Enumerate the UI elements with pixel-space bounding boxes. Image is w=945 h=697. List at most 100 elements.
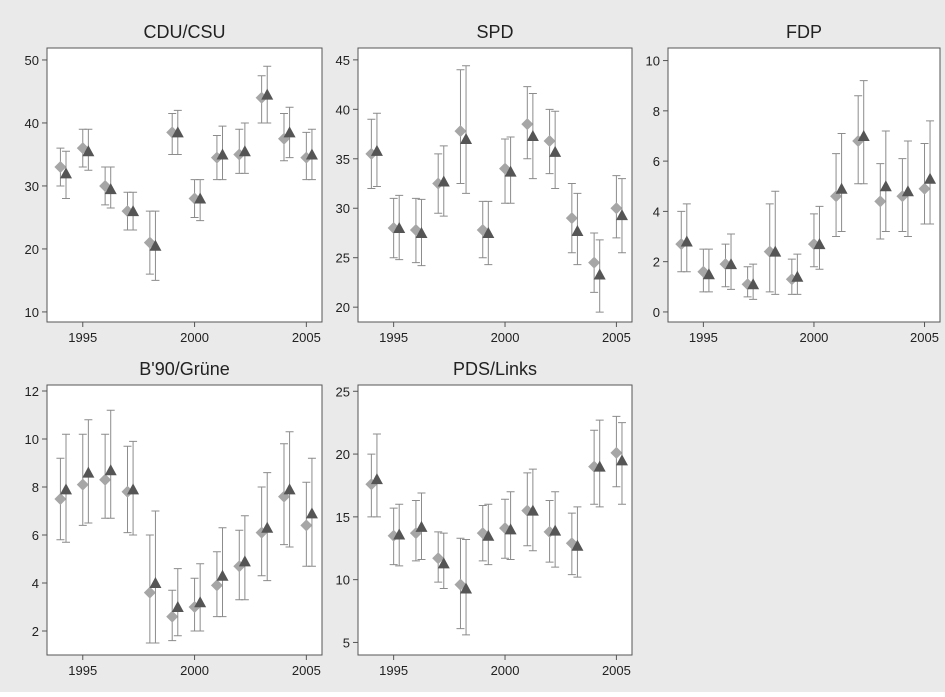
point [82, 466, 95, 478]
point [615, 454, 628, 466]
y-tick-label: 10 [25, 432, 39, 447]
plot-area [46, 384, 323, 656]
point [593, 268, 606, 280]
y-tick-label: 45 [336, 53, 350, 68]
y-tick-label: 40 [25, 116, 39, 131]
point [702, 268, 715, 280]
x-tick-label: 2005 [602, 663, 631, 678]
x-tick-label: 2005 [910, 330, 939, 345]
plot-area [357, 47, 633, 323]
point [593, 460, 606, 472]
panel-title: CDU/CSU [143, 22, 225, 42]
panel-title: SPD [476, 22, 513, 42]
y-tick-label: 20 [25, 242, 39, 257]
panel: B'90/Grüne 2 4 6 8 10 12 1995 2000 2005 [25, 359, 323, 678]
point [194, 192, 207, 204]
point [216, 569, 229, 581]
point [283, 126, 296, 138]
point [305, 148, 318, 160]
point [261, 521, 274, 533]
error-bar [771, 190, 780, 295]
point [54, 493, 67, 505]
point [610, 446, 623, 459]
x-tick-label: 2000 [799, 330, 828, 345]
y-tick-label: 12 [25, 384, 39, 399]
point [127, 205, 140, 217]
x-tick-label: 1995 [68, 330, 97, 345]
point [210, 579, 223, 592]
y-tick-label: 6 [653, 154, 660, 169]
x-tick-label: 2000 [491, 330, 520, 345]
y-tick-label: 25 [336, 384, 350, 399]
y-tick-label: 5 [343, 635, 350, 650]
y-tick-label: 4 [653, 204, 660, 219]
y-tick-label: 6 [32, 528, 39, 543]
y-tick-label: 8 [32, 480, 39, 495]
y-tick-label: 10 [25, 305, 39, 320]
point [901, 185, 914, 197]
y-tick-label: 4 [32, 576, 39, 591]
panel-title: PDS/Links [453, 359, 537, 379]
y-tick-label: 25 [336, 251, 350, 266]
x-tick-label: 2005 [292, 663, 321, 678]
point [370, 473, 383, 485]
x-tick-label: 1995 [68, 663, 97, 678]
point [565, 212, 578, 225]
x-tick-label: 2000 [180, 330, 209, 345]
point [127, 483, 140, 495]
plot-area [667, 47, 941, 323]
point [813, 238, 826, 250]
point [835, 182, 848, 194]
point [521, 504, 534, 517]
point [149, 577, 162, 588]
point [415, 226, 428, 238]
point [571, 224, 584, 236]
point [104, 183, 117, 195]
y-tick-label: 8 [653, 104, 660, 119]
point [432, 552, 445, 565]
point [588, 256, 601, 269]
point [216, 148, 229, 160]
y-tick-label: 2 [32, 624, 39, 639]
point [370, 144, 383, 156]
y-tick-label: 30 [336, 201, 350, 216]
point [454, 125, 467, 138]
point [393, 222, 406, 234]
error-bar [462, 65, 471, 194]
point [747, 278, 760, 290]
x-tick-label: 2005 [292, 330, 321, 345]
point [99, 473, 112, 486]
point [76, 478, 89, 491]
y-tick-label: 40 [336, 102, 350, 117]
point [482, 529, 495, 541]
point [571, 539, 584, 551]
point [769, 245, 782, 257]
point [526, 130, 539, 142]
point [283, 483, 296, 495]
point [543, 134, 556, 147]
y-tick-label: 10 [336, 573, 350, 588]
panel-title: B'90/Grüne [139, 359, 230, 379]
point [791, 270, 804, 282]
x-tick-label: 1995 [689, 330, 718, 345]
panel: CDU/CSU 10 20 30 40 50 1995 2000 2005 [25, 22, 323, 345]
y-tick-label: 50 [25, 53, 39, 68]
plot-area [357, 384, 633, 656]
x-tick-label: 2000 [491, 663, 520, 678]
point [725, 258, 738, 270]
point [171, 126, 184, 138]
point [300, 519, 313, 532]
point [261, 88, 274, 100]
point [437, 175, 450, 187]
error-bar [151, 510, 160, 644]
point [924, 172, 937, 184]
y-tick-label: 20 [336, 300, 350, 315]
error-bar [926, 120, 935, 225]
point [437, 557, 450, 569]
point [504, 165, 517, 177]
x-tick-label: 1995 [379, 330, 408, 345]
point [171, 601, 184, 612]
point [415, 520, 428, 532]
x-tick-label: 1995 [379, 663, 408, 678]
